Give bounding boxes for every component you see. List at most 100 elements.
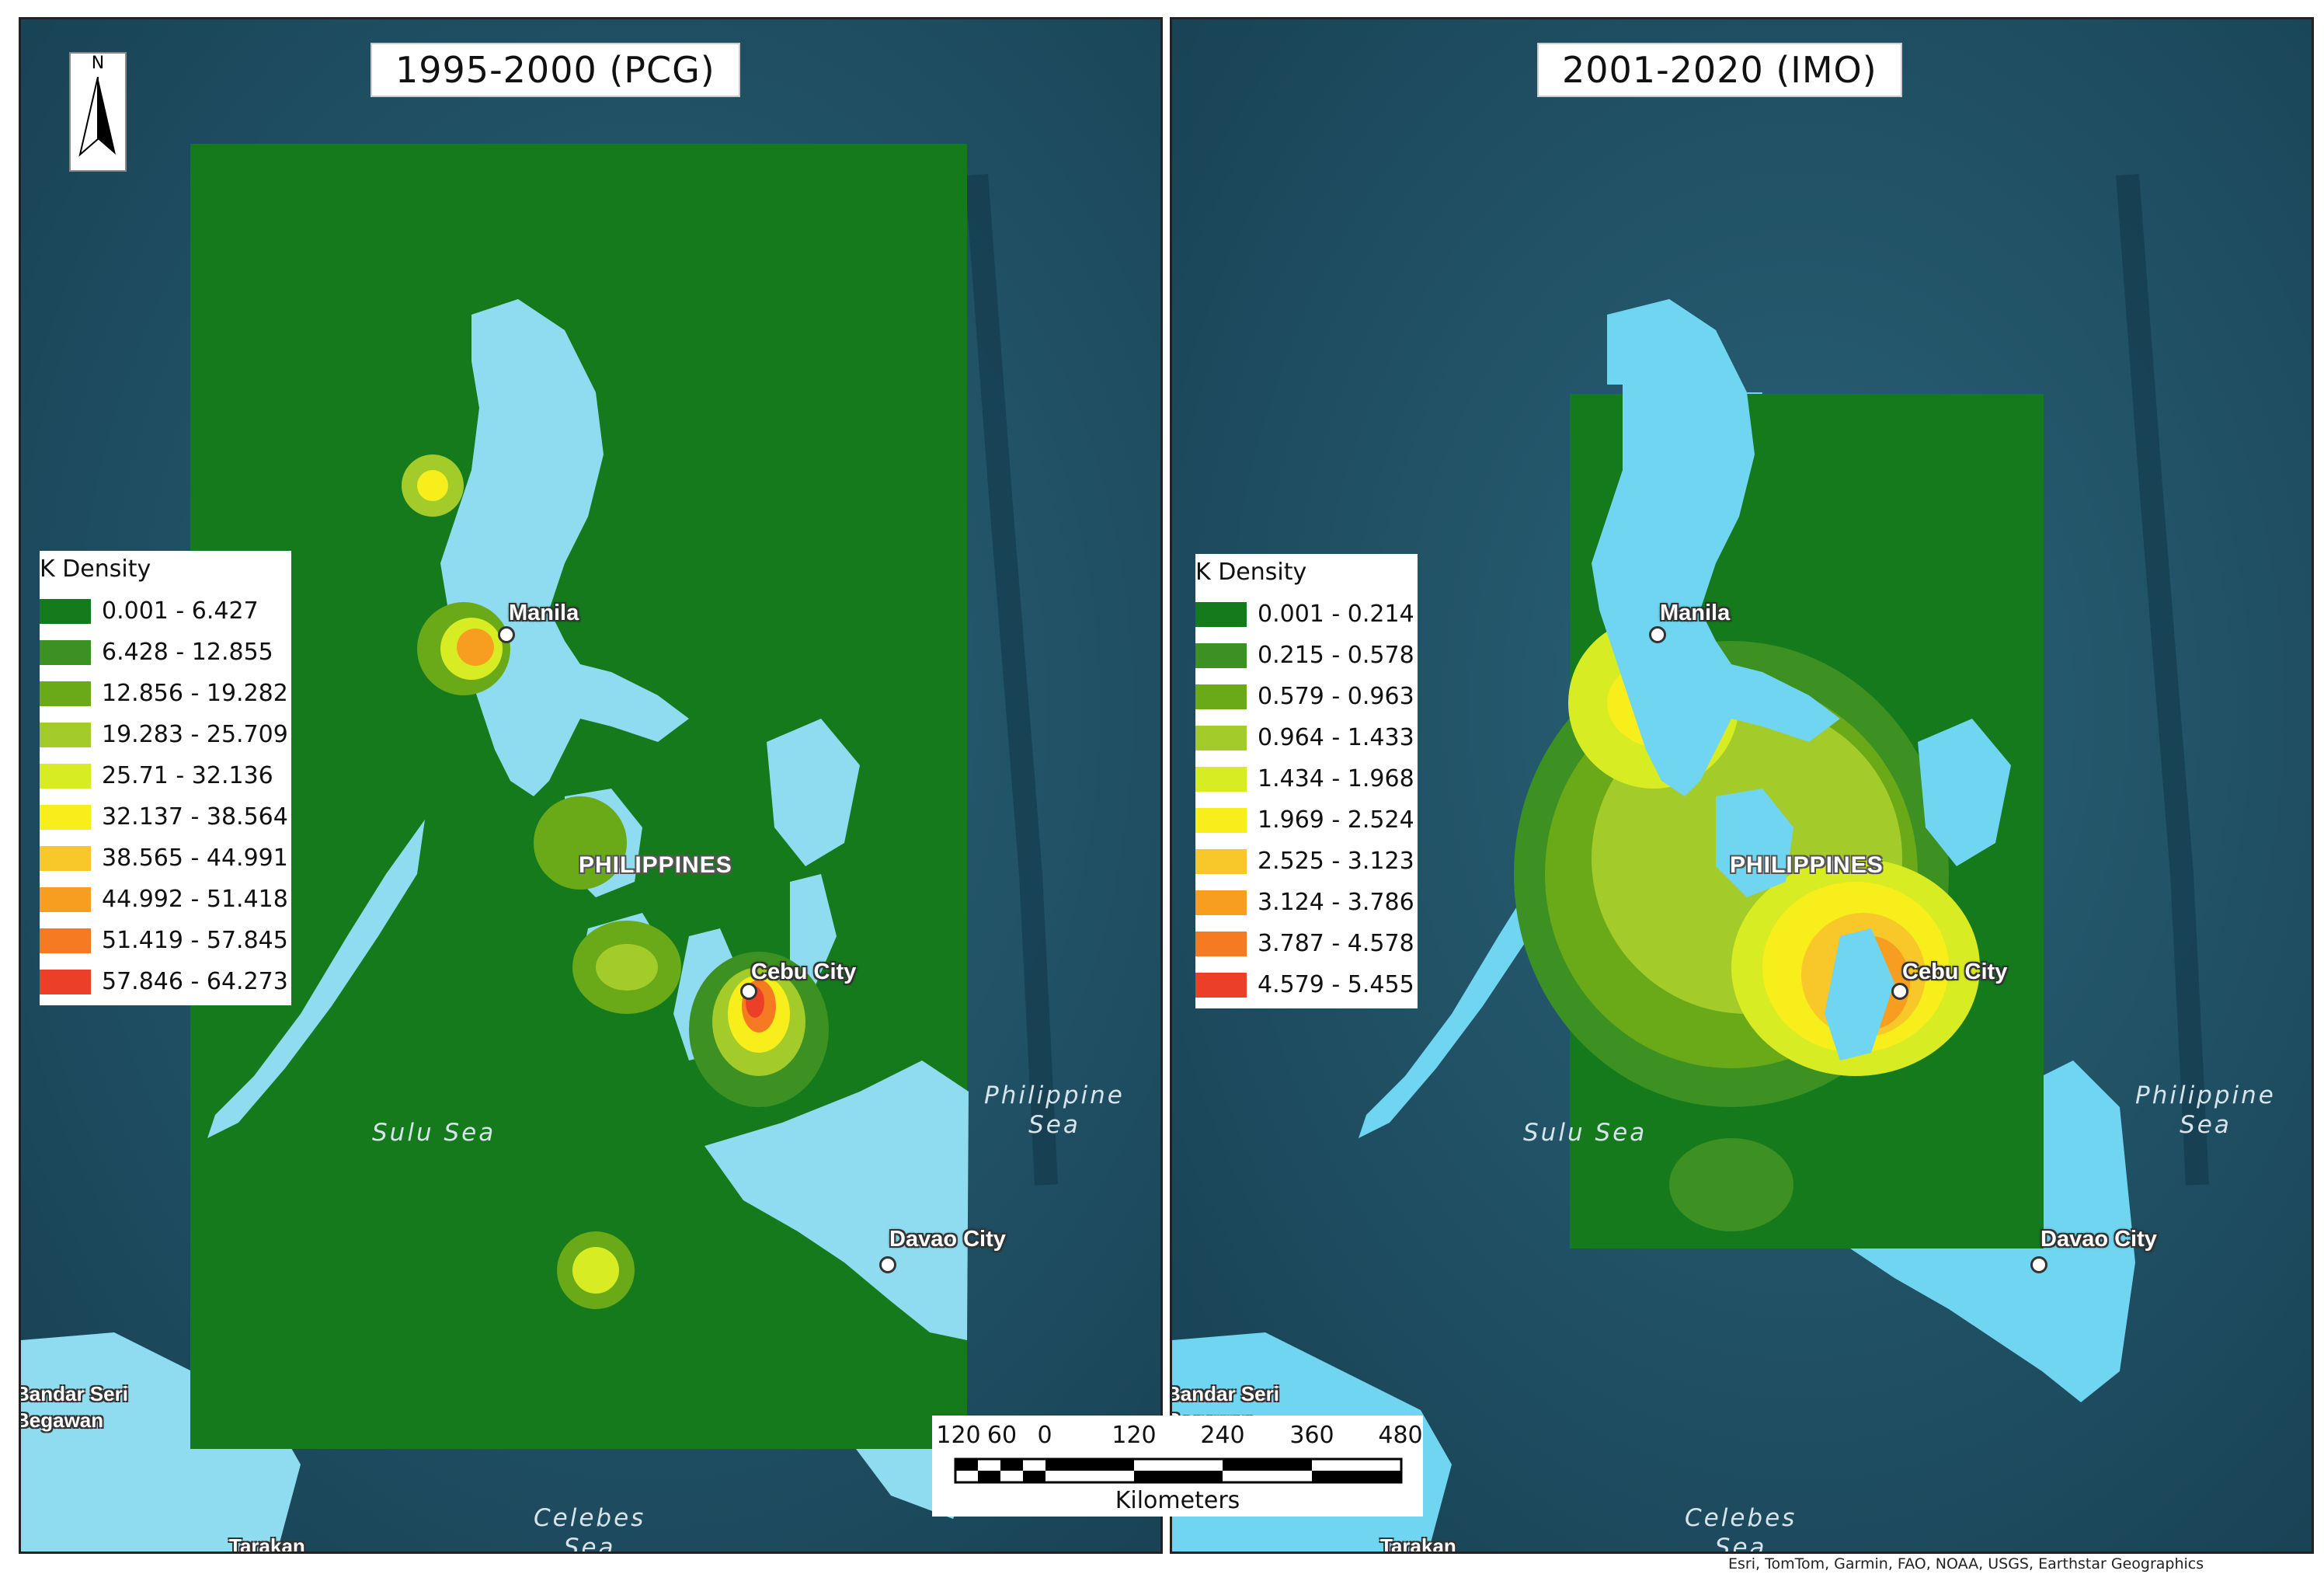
legend-row: 6.428 - 12.855 xyxy=(40,632,288,673)
legend-label: 25.71 - 32.136 xyxy=(102,762,273,789)
land-mindoro xyxy=(1716,789,1793,897)
legend-swatch xyxy=(40,845,91,871)
scale-units: Kilometers xyxy=(1115,1487,1240,1514)
cebu-dot xyxy=(1891,983,1908,1000)
legend-row: 3.124 - 3.786 xyxy=(1195,882,1414,923)
celebes-sea-line-2: Sea xyxy=(1714,1534,1767,1554)
density-legend: K Density 0.001 - 0.214 0.215 - 0.578 0.57… xyxy=(1195,554,1418,1008)
land-palawan xyxy=(207,820,425,1138)
bandar-label: Bandar Seri Begawan xyxy=(21,1381,128,1433)
land-negros xyxy=(1825,928,1894,1060)
philippine-sea-line-2: Sea xyxy=(1028,1111,1080,1139)
hotspot-visayas xyxy=(534,796,829,1107)
legend-row: 44.992 - 51.418 xyxy=(40,879,288,920)
north-label: N xyxy=(91,54,105,73)
davao-label[interactable]: Davao City xyxy=(2040,1227,2157,1252)
legend-swatch xyxy=(1195,643,1247,668)
north-arrow: N xyxy=(69,52,127,172)
legend-title: K Density xyxy=(40,555,151,583)
davao-label[interactable]: Davao City xyxy=(889,1227,1006,1252)
davao-dot xyxy=(2030,1256,2047,1273)
legend-label: 0.001 - 0.214 xyxy=(1258,601,1414,628)
scale-tick: 480 xyxy=(1378,1422,1423,1449)
celebes-sea-line-1: Celebes xyxy=(534,1504,646,1532)
legend-label: 0.964 - 1.433 xyxy=(1258,724,1414,751)
legend-swatch xyxy=(1195,684,1247,709)
legend-row: 51.419 - 57.845 xyxy=(40,920,288,961)
land-samar xyxy=(767,719,860,866)
philippine-sea-line-1: Philippine xyxy=(2135,1081,2276,1109)
philippine-sea-line-2: Sea xyxy=(2180,1111,2232,1139)
scale-tick: 360 xyxy=(1289,1422,1334,1449)
attribution-credits: Esri, TomTom, Garmin, FAO, NOAA, USGS, E… xyxy=(1728,1555,2204,1572)
hotspot-bataan xyxy=(402,454,464,517)
legend-swatch xyxy=(1195,725,1247,750)
land-borneo xyxy=(21,1332,301,1551)
legend-swatch xyxy=(1195,848,1247,874)
legend-row: 0.001 - 6.427 xyxy=(40,590,288,632)
legend-rows: 0.001 - 6.427 6.428 - 12.855 12.856 - 19.2… xyxy=(40,590,288,1002)
land-leyte xyxy=(790,874,837,991)
legend-swatch xyxy=(1195,807,1247,833)
legend-swatch xyxy=(40,804,91,830)
legend-label: 4.579 - 5.455 xyxy=(1258,971,1414,998)
map-panel-2001-2020[interactable]: 2001-2020 (IMO) K Density 0.001 - 0.214 0… xyxy=(1170,17,2314,1554)
legend-row: 12.856 - 19.282 xyxy=(40,673,288,714)
legend-swatch xyxy=(40,763,91,789)
legend-label: 19.283 - 25.709 xyxy=(102,721,288,748)
philippine-sea-label: Philippine Sea xyxy=(984,1081,1125,1140)
legend-swatch xyxy=(1195,931,1247,956)
legend-swatch xyxy=(1195,601,1247,627)
legend-label: 12.856 - 19.282 xyxy=(102,680,288,707)
celebes-sea-line-1: Celebes xyxy=(1685,1504,1797,1532)
density-legend: K Density 0.001 - 6.427 6.428 - 12.855 12.… xyxy=(40,551,291,1005)
philippine-sea-label: Philippine Sea xyxy=(2135,1081,2276,1140)
legend-row: 4.579 - 5.455 xyxy=(1195,964,1414,1005)
legend-row: 0.215 - 0.578 xyxy=(1195,635,1414,676)
tarakan-label: Tarakan xyxy=(1380,1534,1456,1554)
legend-label: 6.428 - 12.855 xyxy=(102,639,273,666)
land-samar xyxy=(1918,719,2011,866)
legend-row: 0.579 - 0.963 xyxy=(1195,676,1414,717)
land-trench-ridge xyxy=(965,173,1058,1186)
legend-row: 25.71 - 32.136 xyxy=(40,755,288,796)
legend-row: 3.787 - 4.578 xyxy=(1195,923,1414,964)
legend-row: 32.137 - 38.564 xyxy=(40,796,288,838)
legend-label: 2.525 - 3.123 xyxy=(1258,848,1414,875)
cebu-label[interactable]: Cebu City xyxy=(1902,959,2008,984)
country-label: PHILIPPINES xyxy=(1730,852,1884,878)
legend-label: 3.787 - 4.578 xyxy=(1258,930,1414,957)
scale-bar-graphic xyxy=(954,1457,1403,1484)
legend-swatch xyxy=(40,928,91,953)
land-luzon-top xyxy=(1607,299,1739,385)
manila-label[interactable]: Manila xyxy=(509,601,579,625)
legend-swatch xyxy=(40,722,91,747)
cebu-dot xyxy=(740,983,757,1000)
celebes-sea-label: Celebes Sea xyxy=(1685,1503,1797,1554)
legend-title: K Density xyxy=(1195,559,1307,586)
legend-label: 0.215 - 0.578 xyxy=(1258,642,1414,669)
manila-dot xyxy=(498,626,515,643)
legend-swatch xyxy=(40,639,91,665)
country-label: PHILIPPINES xyxy=(579,852,732,878)
philippine-sea-line-1: Philippine xyxy=(984,1081,1125,1109)
legend-label: 0.001 - 6.427 xyxy=(102,597,259,625)
map-panel-1995-2000[interactable]: 1995-2000 (PCG) N K Density 0.001 - 6.42… xyxy=(19,17,1163,1554)
sulu-sea-label: Sulu Sea xyxy=(1523,1119,1647,1147)
legend-label: 38.565 - 44.991 xyxy=(102,845,288,872)
davao-dot xyxy=(879,1256,896,1273)
cebu-label[interactable]: Cebu City xyxy=(751,959,857,984)
legend-label: 0.579 - 0.963 xyxy=(1258,683,1414,710)
bandar-line-1: Bandar Seri xyxy=(1170,1382,1279,1405)
legend-swatch xyxy=(1195,766,1247,792)
legend-swatch xyxy=(1195,972,1247,998)
legend-label: 1.969 - 2.524 xyxy=(1258,806,1414,834)
manila-label[interactable]: Manila xyxy=(1660,601,1731,625)
hotspot-manila xyxy=(417,602,510,695)
legend-row: 2.525 - 3.123 xyxy=(1195,841,1414,882)
legend-label: 32.137 - 38.564 xyxy=(102,803,288,831)
legend-rows: 0.001 - 0.214 0.215 - 0.578 0.579 - 0.963 0… xyxy=(1195,594,1414,1005)
legend-label: 1.434 - 1.968 xyxy=(1258,765,1414,792)
legend-swatch xyxy=(40,598,91,624)
legend-label: 51.419 - 57.845 xyxy=(102,927,288,954)
